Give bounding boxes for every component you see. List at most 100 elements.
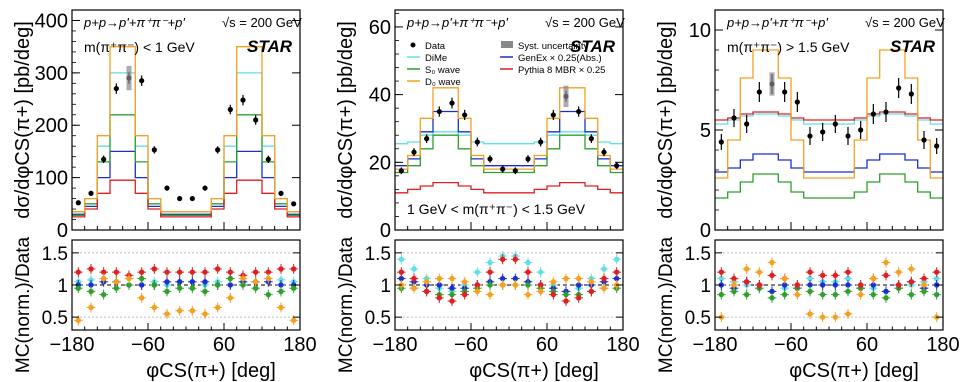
ratio-point (525, 291, 531, 298)
y-tick-label: 0 (380, 220, 391, 242)
ratio-point (832, 314, 839, 320)
data-point (240, 97, 246, 103)
ratio-point (845, 275, 851, 282)
ratio-point (537, 269, 544, 275)
ratio-point (164, 288, 170, 295)
series-pythia-8-mbr-0-25 (72, 179, 300, 218)
ratio-point (138, 282, 145, 288)
data-point (870, 111, 876, 117)
ratio-point (499, 256, 506, 262)
ratio-point (113, 269, 120, 275)
ratio-point (411, 266, 417, 272)
energy-label: √s = 200 GeV (222, 15, 302, 30)
data-point (820, 129, 826, 135)
data-point (858, 127, 864, 133)
ratio-point (525, 282, 531, 288)
data-point (921, 137, 927, 143)
ratio-point (398, 275, 405, 282)
energy-label: √s = 200 GeV (865, 15, 945, 30)
y-tick-label: 0 (57, 220, 68, 242)
ratio-point (189, 285, 196, 291)
data-point (614, 163, 620, 169)
y-tick-label: 400 (35, 10, 68, 32)
ratio-points (715, 252, 943, 323)
ratio-point (819, 282, 826, 288)
ratio-point (588, 288, 595, 295)
ratio-point (100, 291, 107, 298)
ratio-point (794, 291, 801, 298)
data-point (151, 147, 157, 153)
ratio-points (72, 252, 300, 326)
ratio-point (252, 279, 259, 285)
data-point (908, 91, 914, 97)
ratio-point (921, 282, 927, 288)
ratio-point (731, 288, 737, 295)
ratio-point (474, 269, 481, 275)
ratio-point (718, 291, 725, 298)
ratio-point (807, 275, 813, 282)
ratio-point (202, 288, 208, 295)
syst-uncertainty-box (563, 85, 569, 108)
ratio-point (781, 291, 788, 298)
series-pythia-8-mbr-0-25 (395, 181, 623, 194)
histograms (395, 85, 623, 194)
data-point (934, 143, 940, 149)
y-tick-label: 60 (369, 17, 391, 39)
data-point (215, 147, 221, 153)
data-point (265, 156, 271, 162)
ratio-point (563, 275, 569, 282)
ratio-axis-title: MC(norm.)/Data (13, 236, 34, 373)
ratio-point (164, 269, 170, 275)
panel-left: 0 100 200 300 400 0.5 1 1.5 −180 −60 60 180 dσ/dφCS(… (12, 9, 317, 382)
data-point (756, 89, 762, 95)
ratio-point (718, 269, 725, 275)
series-d-wave (715, 49, 943, 179)
ratio-point (88, 282, 94, 288)
ratio-point (290, 266, 297, 272)
y-tick-label: 100 (35, 168, 68, 190)
legend-swatch (501, 41, 513, 48)
ratio-point (265, 291, 272, 298)
ratio-point (883, 295, 889, 301)
series-d-wave (395, 87, 623, 170)
ratio-point (563, 298, 569, 304)
data-point (139, 78, 145, 84)
ratio-point (883, 259, 889, 266)
ratio-point (921, 288, 927, 295)
data-point (832, 121, 838, 127)
ratio-point (883, 272, 889, 279)
ratio-point (550, 279, 557, 285)
ratio-point (176, 308, 183, 314)
y-tick-label: 300 (35, 63, 68, 85)
ratio-point (921, 275, 927, 282)
data-point (794, 99, 800, 105)
series-s-wave (715, 173, 943, 199)
ratio-point (575, 282, 582, 288)
ratio-point (718, 275, 725, 282)
y-axis-title: dσ/dφCS(π+) [pb/deg] (655, 21, 677, 219)
ratio-y-tick-label: 1.5 (685, 244, 711, 265)
legend-label: Syst. uncertainty (518, 41, 588, 52)
data-point (512, 168, 518, 174)
ratio-point (756, 282, 763, 288)
data-point (883, 109, 889, 115)
data-point (896, 85, 902, 91)
histograms (715, 49, 943, 199)
ratio-point (113, 279, 120, 285)
ratio-point (240, 275, 246, 282)
ratio-point (278, 304, 284, 311)
ratio-point (575, 275, 582, 282)
ratio-point (423, 288, 430, 295)
x-tick-label: 60 (536, 334, 558, 356)
ratio-point (487, 269, 493, 275)
data-point (113, 85, 119, 92)
ratio-point (743, 291, 750, 298)
ratio-point (449, 285, 455, 291)
panel-middle: 0 20 40 60 0.5 1 1.5 −180 −60 60 180 dσ/dφCS(π+) [p… (335, 9, 640, 382)
ratio-point (189, 269, 196, 275)
ratio-y-tick-label: 0.5 (42, 308, 68, 329)
data-point (278, 190, 284, 196)
ratio-point (88, 304, 94, 311)
ratio-point (588, 279, 595, 285)
data-point (449, 100, 455, 106)
